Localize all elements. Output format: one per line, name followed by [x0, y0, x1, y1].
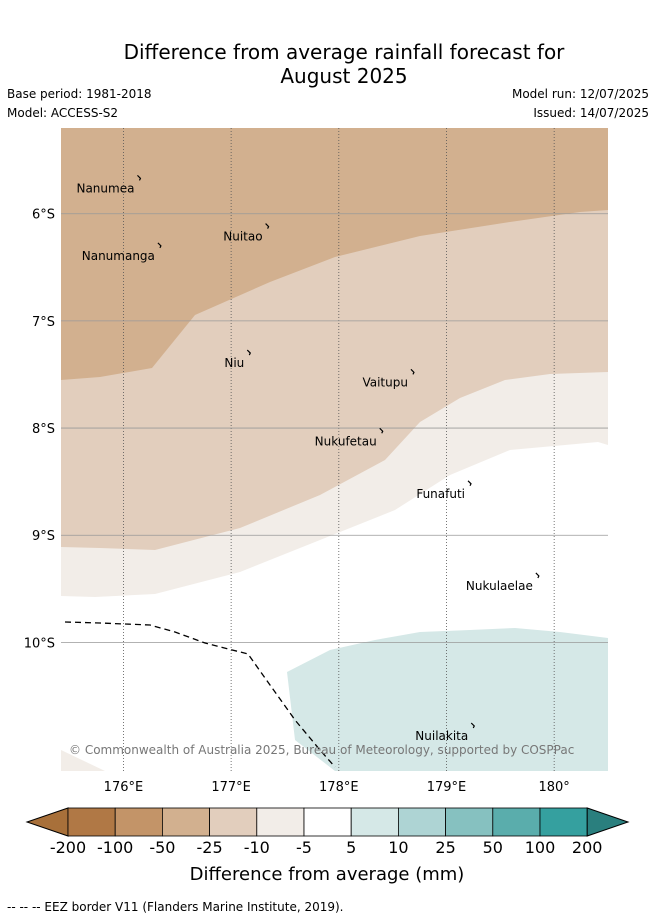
model-run: Model run: 12/07/2025 — [511, 87, 649, 101]
colorbar-swatch-1 — [114, 807, 163, 837]
lat-tick-label-2: 8°S — [32, 422, 55, 437]
colorbar-tick-label-7: 10 — [388, 838, 408, 857]
lon-tick-label-1: 177°E — [211, 780, 251, 795]
place-label-7: Nukulaelae — [466, 579, 533, 593]
colorbar-tick-label-9: 50 — [483, 838, 503, 857]
colorbar-swatch-4 — [256, 807, 305, 837]
lon-tick-label-0: 176°E — [104, 780, 144, 795]
island-marker-8 — [470, 722, 475, 729]
title-line-1: Difference from average rainfall forecas… — [123, 40, 565, 64]
model-name: Model: ACCESS-S2 — [7, 106, 119, 120]
colorbar-swatch-0 — [67, 807, 116, 837]
place-label-3: Niu — [224, 356, 244, 370]
base-period: Base period: 1981-2018 — [7, 87, 152, 101]
place-label-2: Nanumanga — [82, 249, 155, 263]
place-label-1: Nuitao — [223, 230, 262, 244]
lat-tick-label-4: 10°S — [24, 636, 55, 651]
place-label-6: Funafuti — [416, 487, 465, 501]
graticule — [61, 128, 608, 771]
colorbar-swatch-10 — [539, 807, 588, 837]
colorbar-swatch-7 — [397, 807, 446, 837]
lat-tick-label-1: 7°S — [32, 315, 55, 330]
colorbar-extend-low — [25, 807, 69, 837]
lat-tick-label-3: 9°S — [32, 529, 55, 544]
title-line-2: August 2025 — [280, 64, 408, 88]
lon-tick-label-2: 178°E — [319, 780, 359, 795]
colorbar: -200 -100 -50 -25 -10 -5 5 10 25 50 100 200 — [25, 807, 630, 857]
lat-tick-label-0: 6°S — [32, 208, 55, 223]
map-area: Nanumea Nuitao Nanumanga Niu Vaitupu Nukufeta… — [61, 128, 608, 771]
place-label-5: Nukufetau — [315, 434, 377, 448]
place-label-0: Nanumea — [76, 181, 134, 195]
colorbar-swatch-5 — [303, 807, 352, 837]
island-marker-0 — [137, 174, 142, 181]
copyright-notice: © Commonwealth of Australia 2025, Bureau… — [69, 743, 574, 757]
colorbar-extend-high — [586, 807, 630, 837]
colorbar-tick-label-3: -25 — [197, 838, 223, 857]
colorbar-tick-label-10: 100 — [525, 838, 556, 857]
island-marker-6 — [467, 480, 472, 487]
island-marker-7 — [535, 572, 540, 579]
latitude-tick-labels: 6°S 7°S 8°S 9°S 10°S — [24, 208, 55, 652]
island-marker-3 — [246, 349, 252, 356]
colorbar-swatch-6 — [350, 807, 399, 837]
colorbar-swatch-3 — [209, 807, 258, 837]
eez-footnote: -- -- -- EEZ border V11 (Flanders Marine… — [7, 900, 344, 914]
issued-date: Issued: 14/07/2025 — [533, 106, 649, 120]
colorbar-tick-label-11: 200 — [572, 838, 603, 857]
island-marker-5 — [379, 427, 384, 434]
colorbar-tick-label-1: -100 — [97, 838, 133, 857]
colorbar-tick-label-5: -5 — [296, 838, 312, 857]
map-figure: Nanumea Nuitao Nanumanga Niu Vaitupu Nukufeta… — [24, 128, 630, 885]
lon-tick-label-4: 180° — [538, 780, 569, 795]
longitude-tick-labels: 176°E 177°E 178°E 179°E 180° — [104, 780, 570, 795]
anomaly-region-bottom-left — [61, 750, 105, 771]
colorbar-tick-label-4: -10 — [244, 838, 270, 857]
colorbar-swatch-8 — [445, 807, 494, 837]
anomaly-region-plus5-to-plus10 — [287, 628, 608, 771]
colorbar-tick-label-8: 25 — [435, 838, 455, 857]
colorbar-swatch-9 — [492, 807, 541, 837]
anomaly-region-minus25-to-minus50 — [61, 128, 608, 380]
island-marker-2 — [157, 242, 162, 249]
eez-border — [64, 621, 336, 768]
colorbar-tick-label-2: -50 — [149, 838, 175, 857]
colorbar-tick-label-0: -200 — [50, 838, 86, 857]
colorbar-swatch-2 — [161, 807, 210, 837]
island-marker-4 — [410, 368, 415, 375]
place-label-4: Vaitupu — [362, 375, 408, 389]
island-marker-1 — [265, 223, 270, 229]
lon-tick-label-3: 179°E — [427, 780, 467, 795]
place-label-8: Nuilakita — [415, 729, 468, 743]
colorbar-title: Difference from average (mm) — [190, 864, 465, 885]
place-labels: Nanumea Nuitao Nanumanga Niu Vaitupu Nukufeta… — [76, 174, 540, 743]
colorbar-tick-label-6: 5 — [346, 838, 356, 857]
